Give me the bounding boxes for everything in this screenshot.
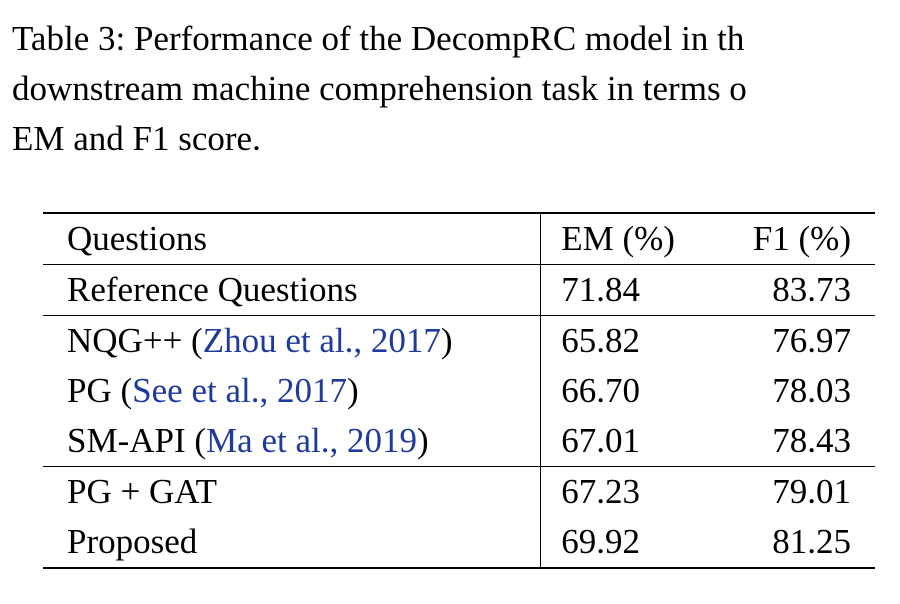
row-name: SM-API (Ma et al., 2019): [43, 416, 541, 467]
row-name: PG + GAT: [43, 466, 541, 517]
table-row: Proposed 69.92 81.25: [43, 517, 875, 569]
row-f1: 81.25: [703, 517, 875, 569]
caption-line-3: EM and F1 score.: [12, 119, 261, 158]
row-name: PG (See et al., 2017): [43, 366, 541, 416]
row-em: 66.70: [540, 366, 704, 416]
row-f1: 79.01: [703, 466, 875, 517]
results-table: Questions EM (%) F1 (%) Reference Questi…: [43, 212, 875, 569]
row-em: 67.23: [540, 466, 704, 517]
row-em: 65.82: [540, 315, 704, 366]
row-name-start: NQG++ (: [67, 321, 203, 360]
row-f1: 78.03: [772, 371, 851, 410]
table-row: SM-API (Ma et al., 2019) 67.01 78.43: [43, 416, 875, 467]
citation-link[interactable]: See et al., 2017: [132, 371, 347, 410]
caption-line-2: downstream machine comprehension task in…: [12, 69, 747, 108]
row-name: Reference Questions: [43, 264, 541, 316]
row-em: 67.01: [540, 416, 704, 467]
row-name-end: ): [416, 421, 429, 460]
row-name-start: SM-API (: [67, 421, 207, 460]
table-header-row: Questions EM (%) F1 (%): [43, 212, 875, 265]
row-name-end: ): [346, 371, 359, 410]
row-f1: 83.73: [703, 264, 875, 316]
table-row: PG (See et al., 2017) 66.70 78.03: [43, 366, 875, 416]
header-f1: F1 (%): [703, 212, 875, 265]
row-name-start: PG (: [67, 371, 133, 410]
citation-link[interactable]: Zhou et al., 2017: [202, 321, 441, 360]
header-em: EM (%): [540, 212, 704, 265]
row-f1: 76.97: [703, 315, 875, 366]
header-questions: Questions: [43, 212, 541, 265]
row-name: Proposed: [43, 517, 541, 569]
table-row: PG + GAT 67.23 79.01: [43, 466, 875, 517]
table-caption: Table 3: Performance of the DecompRC mod…: [12, 14, 900, 164]
citation-link[interactable]: Ma et al., 2019: [206, 421, 417, 460]
row-em: 71.84: [540, 264, 704, 316]
row-name-end: ): [440, 321, 453, 360]
table-row: Reference Questions 71.84 83.73: [43, 264, 875, 316]
row-f1: 78.43: [772, 421, 851, 460]
row-name: NQG++ (Zhou et al., 2017): [43, 315, 541, 366]
row-em: 69.92: [540, 517, 704, 569]
caption-line-1: Table 3: Performance of the DecompRC mod…: [12, 19, 745, 58]
table-row: NQG++ (Zhou et al., 2017) 65.82 76.97: [43, 315, 875, 366]
